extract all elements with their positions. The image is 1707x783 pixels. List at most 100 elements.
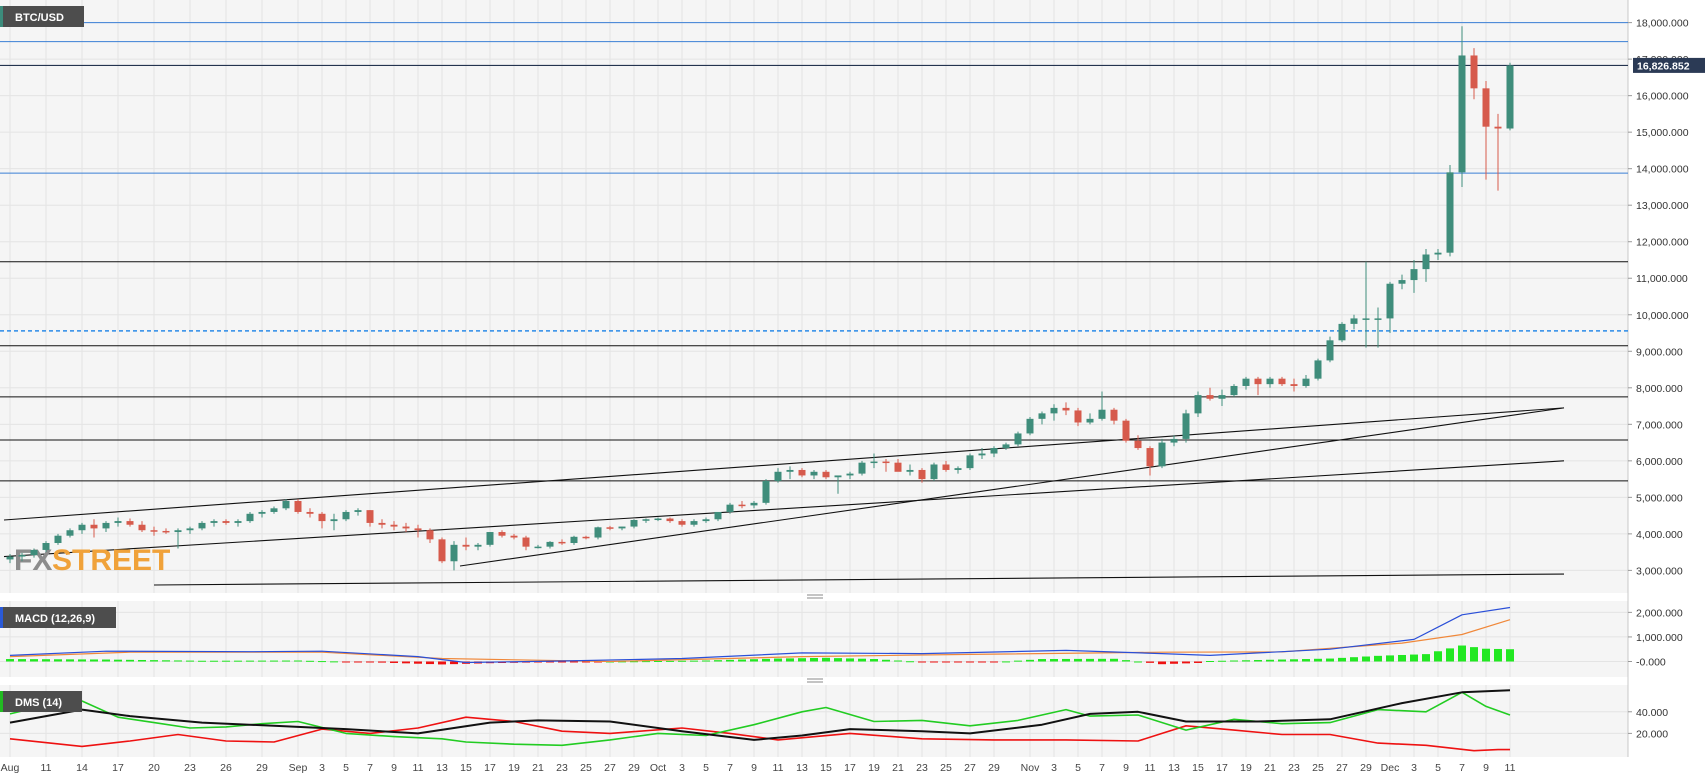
macd-histogram-bar [990,661,998,663]
candle-body [762,480,770,503]
candle-body [714,511,722,520]
candle [870,453,878,469]
candle [1146,446,1154,476]
candle-body [498,532,506,536]
candle [1338,322,1346,343]
candle [150,526,158,536]
candle [642,518,650,523]
price-panel-tag: BTC/USD [0,6,84,27]
candle [858,460,866,476]
macd-histogram-bar [1362,656,1370,662]
fxstreet-logo: FX STREET [14,544,170,577]
macd-histogram-bar [1134,661,1142,663]
candle [306,508,314,518]
dms-adx-line [9,689,1511,741]
pane-resize-handle[interactable] [807,678,823,683]
macd-histogram-bar [618,661,626,663]
candle [1002,442,1010,450]
candle-body [618,526,626,529]
y-tick-label: 15,000.000 [1636,127,1689,139]
candle [846,471,854,480]
macd-histogram-bar [402,661,410,664]
macd-histogram-bar [318,661,326,663]
candle [606,525,614,531]
candle-body [114,521,122,523]
candle-body [438,539,446,562]
candle [1182,409,1190,443]
candle-body [246,513,254,522]
candle [1290,378,1298,392]
macd-signal-line [9,619,1511,663]
y-tick-label: 40.000 [1636,707,1668,719]
macd-histogram-bar [1098,658,1106,662]
candle-body [1506,65,1514,129]
macd-histogram-bar [1326,658,1334,662]
candle-body [1350,318,1358,324]
candle [294,499,302,514]
macd-histogram-bar [918,661,926,663]
y-tick-label: 9,000.000 [1636,346,1683,358]
candle-body [294,501,302,512]
candle-body [378,522,386,525]
macd-histogram-bar [834,658,842,662]
candle-body [1038,413,1046,419]
candle [186,526,194,534]
macd-histogram-bar [342,661,350,663]
x-tick-label: 13 [796,762,808,774]
macd-histogram-bar [798,658,806,662]
candle-body [366,510,374,523]
y-tick-label: 2,000.000 [1636,607,1683,619]
y-tick-label: 20.000 [1636,728,1668,740]
x-tick-labels: Aug 11 14 17 20 23 26 29 Sep 3 5 7 9 11 13 15 17 19 21 23 25… [1,762,1516,774]
candle-body [474,544,482,547]
macd-histogram-bar [1026,659,1034,662]
x-tick-label: 29 [1360,762,1372,774]
candle-body [990,448,998,454]
candle [1266,376,1274,388]
price-panel-title: BTC/USD [15,12,64,24]
macd-histogram-bar [666,660,674,662]
candle [282,499,290,511]
candle-body [1314,360,1322,379]
candle [414,524,422,538]
x-tick-label: 20 [148,762,160,774]
x-tick-label: 3 [319,762,325,774]
candle [954,466,962,474]
candle-body [1254,378,1262,385]
candle-body [870,461,878,464]
candle [1362,261,1370,348]
candle-body [654,518,662,521]
candle-body [846,473,854,476]
candle [894,459,902,472]
candle [714,511,722,522]
macd-histogram-bar [1314,658,1322,662]
macd-histogram-bar [534,661,542,663]
candle [42,541,50,553]
candle-body [1146,448,1154,467]
candle-body [174,530,182,533]
candle-body [1386,283,1394,319]
candle-body [858,462,866,474]
candle [1134,435,1142,450]
candle [834,475,842,494]
candle-body [282,501,290,509]
candle [1218,389,1226,407]
macd-histogram-bar [654,661,662,662]
candle-body [798,469,806,476]
candle-body [78,524,86,531]
candle [774,468,782,483]
macd-histogram-bar [1494,648,1502,662]
horizontal-levels [0,22,1628,482]
candle-body [942,464,950,470]
candle-body [450,544,458,562]
x-tick-label: 11 [1505,762,1516,774]
x-tick-label: 15 [1192,762,1204,774]
candle-body [1014,433,1022,445]
candle [1434,249,1442,260]
macd-histogram-bar [270,660,278,662]
candle [630,519,638,529]
macd-histogram-bar [1278,659,1286,662]
candle [1470,48,1478,100]
pane-resize-handle[interactable] [807,594,823,599]
candle-body [1218,395,1226,399]
